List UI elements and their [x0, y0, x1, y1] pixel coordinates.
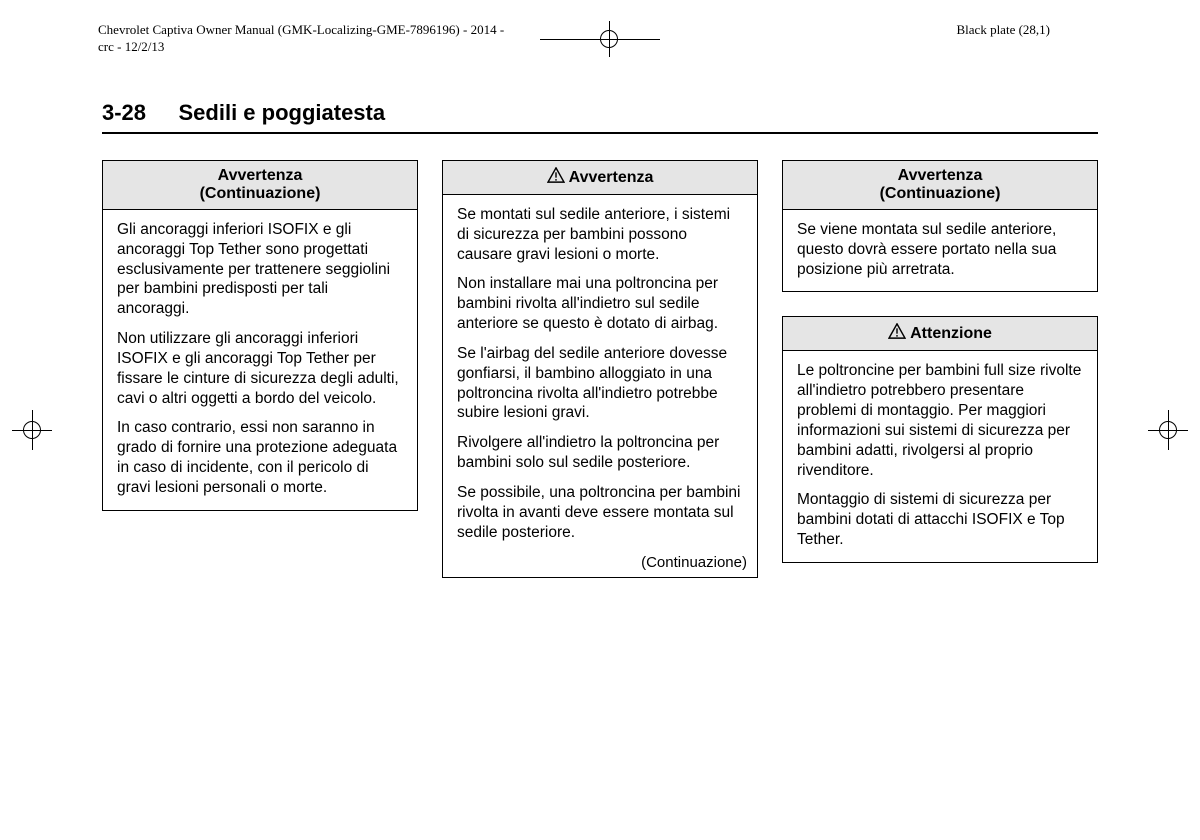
header-line2: (Continuazione) [111, 185, 409, 203]
box-body: Le poltroncine per bambini full size riv… [783, 351, 1097, 561]
crop-mark-right [1148, 410, 1188, 450]
doc-title-line1: Chevrolet Captiva Owner Manual (GMK-Loca… [98, 22, 504, 39]
box-header: Avvertenza (Continuazione) [103, 161, 417, 210]
header-line1: Avvertenza [111, 167, 409, 185]
box-body: Se montati sul sedile anteriore, i siste… [443, 195, 757, 554]
warning-box-continuation-2: Avvertenza (Continuazione) Se viene mont… [782, 160, 1098, 292]
box-body: Gli ancoraggi inferiori ISOFIX e gli anc… [103, 210, 417, 510]
paragraph: Non utilizzare gli ancoraggi inferiori I… [117, 329, 403, 408]
paragraph: Se l'airbag del sedile anteriore dovesse… [457, 344, 743, 423]
content-columns: Avvertenza (Continuazione) Gli ancoraggi… [102, 160, 1098, 578]
caution-box: Attenzione Le poltroncine per bambini fu… [782, 316, 1098, 562]
paragraph: Montaggio di sistemi di sicurezza per ba… [797, 490, 1083, 549]
page-title-bar: 3-28 Sedili e poggiatesta [102, 100, 1098, 134]
warning-box-continuation-1: Avvertenza (Continuazione) Gli ancoraggi… [102, 160, 418, 511]
continuation-label: (Continuazione) [443, 554, 757, 577]
warning-box: Avvertenza Se montati sul sedile anterio… [442, 160, 758, 578]
paragraph: Non installare mai una poltroncina per b… [457, 274, 743, 333]
section-title: Sedili e poggiatesta [179, 100, 386, 125]
paragraph: Rivolgere all'indietro la poltroncina pe… [457, 433, 743, 473]
paragraph: Se montati sul sedile anteriore, i siste… [457, 205, 743, 264]
header-line2: (Continuazione) [791, 185, 1089, 203]
paragraph: Le poltroncine per bambini full size riv… [797, 361, 1083, 480]
box-body: Se viene montata sul sedile anteriore, q… [783, 210, 1097, 291]
crop-mark-left [12, 410, 52, 450]
crop-mark-top [580, 30, 660, 50]
paragraph: Se viene montata sul sedile anteriore, q… [797, 220, 1083, 279]
doc-header-left: Chevrolet Captiva Owner Manual (GMK-Loca… [98, 22, 504, 56]
box-header: Attenzione [783, 317, 1097, 351]
column-1: Avvertenza (Continuazione) Gli ancoraggi… [102, 160, 418, 578]
warning-icon [888, 323, 906, 344]
doc-header-right: Black plate (28,1) [957, 22, 1051, 38]
box-header: Avvertenza [443, 161, 757, 195]
column-2: Avvertenza Se montati sul sedile anterio… [442, 160, 758, 578]
page-number: 3-28 [102, 100, 146, 125]
column-3: Avvertenza (Continuazione) Se viene mont… [782, 160, 1098, 578]
doc-title-line2: crc - 12/2/13 [98, 39, 504, 56]
header-text: Attenzione [910, 325, 992, 342]
warning-icon [547, 167, 565, 188]
box-header: Avvertenza (Continuazione) [783, 161, 1097, 210]
header-text: Avvertenza [569, 169, 654, 186]
plate-label: Black plate (28,1) [957, 22, 1051, 37]
paragraph: Gli ancoraggi inferiori ISOFIX e gli anc… [117, 220, 403, 319]
paragraph: In caso contrario, essi non saranno in g… [117, 418, 403, 497]
header-line1: Avvertenza [791, 167, 1089, 185]
paragraph: Se possibile, una poltroncina per bambin… [457, 483, 743, 542]
